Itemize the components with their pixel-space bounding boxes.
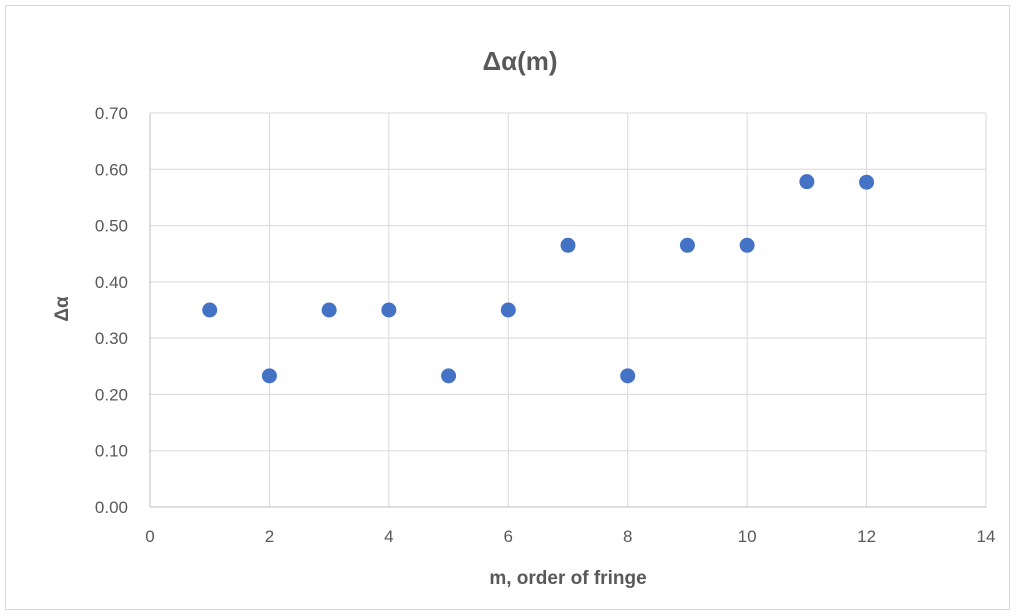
y-tick-label: 0.00: [95, 498, 128, 517]
data-point: [620, 368, 636, 384]
x-tick-label: 6: [504, 527, 513, 546]
x-tick-label: 2: [265, 527, 274, 546]
x-tick-label: 14: [977, 527, 996, 546]
data-point: [859, 174, 875, 190]
y-tick-label: 0.70: [95, 104, 128, 123]
data-point: [441, 368, 457, 384]
y-tick-label: 0.40: [95, 273, 128, 292]
tick-labels: 0 2 4 6 8 10 12 14 0.00 0.10 0.20 0.30 0.40 0.50 0.60 0…: [95, 104, 996, 546]
data-point: [679, 237, 695, 253]
x-tick-label: 10: [738, 527, 757, 546]
y-tick-label: 0.10: [95, 442, 128, 461]
data-point: [261, 368, 277, 384]
x-axis-title: m, order of fringe: [489, 568, 646, 589]
x-tick-label: 4: [384, 527, 393, 546]
data-point: [321, 302, 337, 318]
y-axis-title: Δα: [52, 296, 73, 322]
y-tick-label: 0.30: [95, 329, 128, 348]
data-points: [202, 174, 875, 384]
y-tick-label: 0.50: [95, 217, 128, 236]
data-point: [381, 302, 397, 318]
x-tick-label: 8: [623, 527, 632, 546]
y-tick-label: 0.60: [95, 160, 128, 179]
x-tick-label: 0: [145, 527, 154, 546]
data-point: [500, 302, 516, 318]
data-point: [739, 237, 755, 253]
y-tick-label: 0.20: [95, 385, 128, 404]
gridlines: [149, 112, 987, 508]
data-point: [560, 237, 576, 253]
x-tick-label: 12: [857, 527, 876, 546]
data-point: [799, 174, 815, 190]
data-point: [202, 302, 218, 318]
chart-title: Δα(m): [482, 46, 557, 76]
